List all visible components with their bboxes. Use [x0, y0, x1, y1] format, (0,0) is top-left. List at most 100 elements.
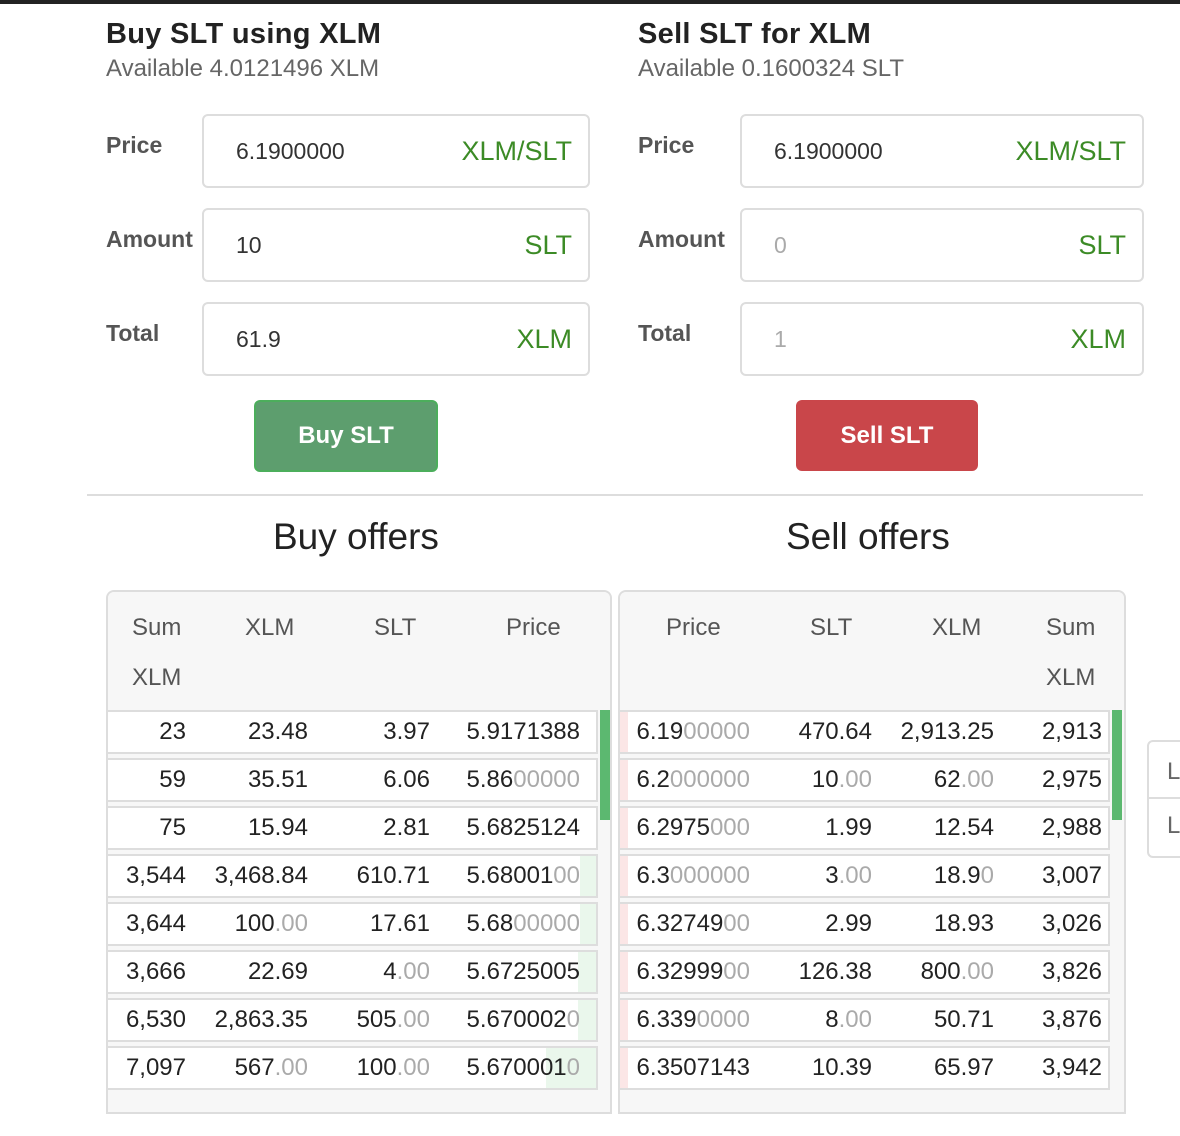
sum-cell: 3,666: [126, 958, 186, 986]
price-cell-trailing-zeros: 000: [709, 814, 750, 841]
table-row[interactable]: 75 15.94 2.81 5.6825124: [108, 806, 598, 850]
depth-bar: [620, 952, 628, 992]
buy-col-slt: SLT: [374, 614, 417, 641]
price-cell-main: 6.2: [636, 766, 670, 793]
table-row[interactable]: 6.3000000 3.00 18.90 3,007: [620, 854, 1110, 898]
sum-cell-main: 3,826: [1041, 958, 1102, 985]
buy-price-value: 6.1900000: [236, 138, 345, 164]
table-row[interactable]: 6.1900000 470.64 2,913.25 2,913: [620, 710, 1110, 754]
buy-price-input[interactable]: 6.1900000 XLM/SLT: [202, 114, 590, 188]
sum-cell: 59: [159, 766, 186, 794]
xlm-cell-main: 18.93: [933, 910, 994, 937]
slt-cell: 3.00: [825, 862, 872, 890]
price-cell: 6.3299900: [637, 958, 750, 986]
buy-amount-unit: SLT: [524, 230, 572, 260]
sell-total-input[interactable]: 1 XLM: [740, 302, 1144, 376]
xlm-cell-main: 65.97: [933, 1054, 994, 1081]
buy-form: Buy SLT using XLM Available 4.0121496 XL…: [106, 14, 590, 84]
table-row[interactable]: 3,544 3,468.84 610.71 5.6800100: [108, 854, 598, 898]
buy-col-xlm: XLM: [245, 614, 295, 641]
sum-cell-main: 23: [159, 718, 186, 745]
sum-cell: 75: [159, 814, 186, 842]
price-cell-main: 5.86: [466, 766, 514, 793]
table-row[interactable]: 23 23.48 3.97 5.9171388: [108, 710, 598, 754]
table-row[interactable]: 6.2975000 1.99 12.54 2,988: [620, 806, 1110, 850]
slt-cell: 1.99: [825, 814, 872, 842]
sum-cell: 6,530: [126, 1006, 186, 1034]
slt-cell-main: 3.97: [383, 718, 430, 745]
slt-cell: 610.71: [357, 862, 430, 890]
depth-bar: [580, 904, 596, 944]
buy-price-unit: XLM/SLT: [461, 136, 572, 166]
sum-cell-main: 3,544: [125, 862, 186, 889]
buy-button[interactable]: Buy SLT: [254, 400, 438, 472]
sell-button[interactable]: Sell SLT: [796, 400, 978, 471]
sell-offers-scrollbar[interactable]: [1112, 710, 1122, 820]
xlm-cell: 567.00: [235, 1054, 308, 1082]
table-row[interactable]: 6.3390000 8.00 50.71 3,876: [620, 998, 1110, 1042]
sell-total-row: Total 1 XLM: [638, 302, 1144, 376]
slt-cell-main: 10.39: [811, 1054, 872, 1081]
slt-cell-main: 3: [825, 862, 839, 889]
price-cell-trailing-zeros: 00000: [513, 910, 580, 937]
buy-amount-value: 10: [236, 232, 262, 258]
price-cell: 5.9171388: [467, 718, 580, 746]
sell-col-slt: SLT: [810, 614, 853, 641]
depth-bar: [578, 952, 596, 992]
buy-offers-scrollbar[interactable]: [600, 710, 610, 820]
sum-cell-main: 3,876: [1041, 1006, 1102, 1033]
sum-cell: 3,942: [1042, 1054, 1102, 1082]
buy-total-input[interactable]: 61.9 XLM: [202, 302, 590, 376]
table-row[interactable]: 6.3299900 126.38 800.00 3,826: [620, 950, 1110, 994]
table-row[interactable]: 3,644 100.00 17.61 5.6800000: [108, 902, 598, 946]
sell-amount-input[interactable]: 0 SLT: [740, 208, 1144, 282]
sell-price-row: Price 6.1900000 XLM/SLT: [638, 114, 1144, 188]
table-row[interactable]: 7,097 567.00 100.00 5.6700010: [108, 1046, 598, 1090]
sell-col-sum: Sum: [1046, 614, 1096, 641]
side-widget-item[interactable]: L: [1167, 758, 1180, 785]
sell-total-label: Total: [638, 320, 692, 346]
table-row[interactable]: 59 35.51 6.06 5.8600000: [108, 758, 598, 802]
side-widget[interactable]: L L: [1147, 740, 1180, 858]
slt-cell-trailing-zeros: .00: [838, 1006, 872, 1033]
slt-cell-main: 6.06: [383, 766, 430, 793]
buy-total-row: Total 61.9 XLM: [106, 302, 590, 376]
table-row[interactable]: 6.3507143 10.39 65.97 3,942: [620, 1046, 1110, 1090]
price-cell-main: 6.32749: [636, 910, 724, 937]
sum-cell: 2,988: [1042, 814, 1102, 842]
xlm-cell: 3,468.84: [215, 862, 308, 890]
price-cell: 5.6800100: [467, 862, 580, 890]
sell-offers-header: Price SLT XLM Sum XLM: [620, 592, 1124, 708]
slt-cell-main: 470.64: [798, 718, 872, 745]
sell-col-sum-unit: XLM: [1046, 664, 1096, 691]
price-cell: 6.3000000: [637, 862, 750, 890]
price-cell-main: 5.6725005: [466, 958, 580, 985]
xlm-cell-main: 23.48: [247, 718, 308, 745]
sell-available-balance: Available 0.1600324 SLT: [638, 55, 904, 82]
xlm-cell: 15.94: [248, 814, 308, 842]
sell-price-value: 6.1900000: [774, 138, 883, 164]
sum-cell: 3,876: [1042, 1006, 1102, 1034]
buy-price-label: Price: [106, 132, 163, 158]
slt-cell: 505.00: [357, 1006, 430, 1034]
sell-amount-label: Amount: [638, 226, 725, 252]
table-row[interactable]: 6.3274900 2.99 18.93 3,026: [620, 902, 1110, 946]
table-row[interactable]: 6.2000000 10.00 62.00 2,975: [620, 758, 1110, 802]
slt-cell-main: 610.71: [356, 862, 430, 889]
xlm-cell: 2,863.35: [215, 1006, 308, 1034]
buy-amount-input[interactable]: 10 SLT: [202, 208, 590, 282]
slt-cell: 126.38: [799, 958, 872, 986]
depth-bar: [546, 1048, 596, 1088]
depth-bar: [620, 712, 628, 752]
xlm-cell: 18.90: [934, 862, 994, 890]
table-row[interactable]: 6,530 2,863.35 505.00 5.6700020: [108, 998, 598, 1042]
table-row[interactable]: 3,666 22.69 4.00 5.6725005: [108, 950, 598, 994]
price-cell-main: 5.9171388: [466, 718, 580, 745]
buy-amount-label: Amount: [106, 226, 193, 252]
section-divider: [87, 494, 1143, 496]
price-cell-trailing-zeros: 0: [566, 1006, 580, 1033]
sum-cell: 3,026: [1042, 910, 1102, 938]
slt-cell-main: 505: [356, 1006, 397, 1033]
sell-price-input[interactable]: 6.1900000 XLM/SLT: [740, 114, 1144, 188]
side-widget-item[interactable]: L: [1167, 812, 1180, 839]
